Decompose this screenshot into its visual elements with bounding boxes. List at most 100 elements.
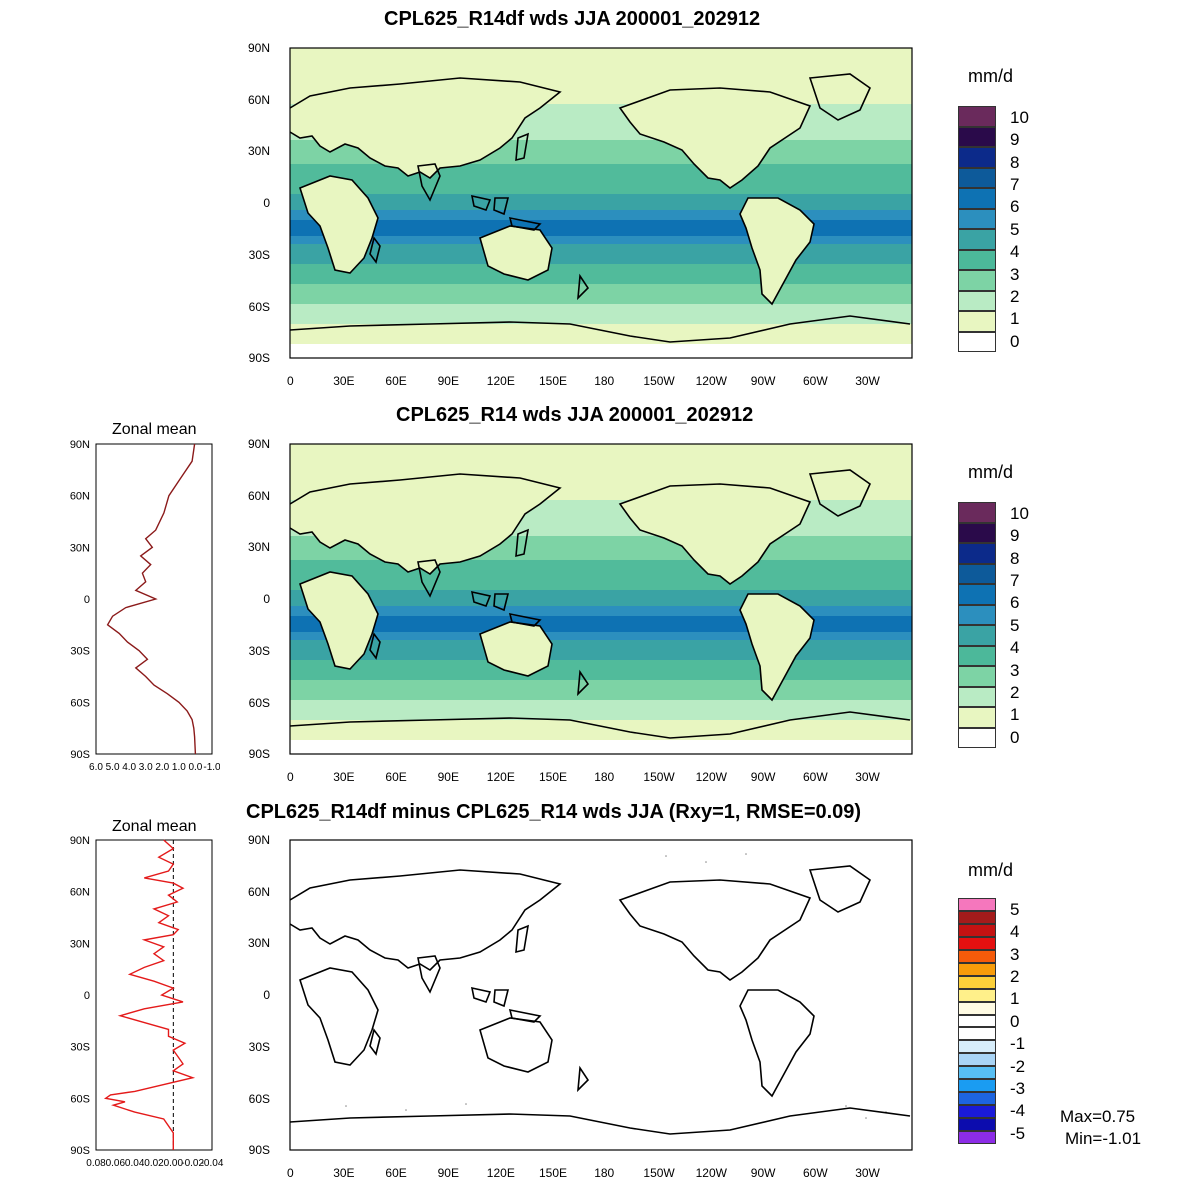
colorbar-label: 9 bbox=[1010, 130, 1020, 150]
zonal-x-label: 0.02 bbox=[144, 1158, 164, 1169]
lon-tick-label: 120E bbox=[486, 1166, 515, 1180]
lon-tick-label: 60W bbox=[803, 1166, 828, 1180]
lon-tick-label: 120E bbox=[486, 770, 515, 784]
lon-tick-label: 120W bbox=[695, 374, 727, 388]
map-panel-middle bbox=[289, 443, 913, 755]
panel2-units: mm/d bbox=[968, 462, 1013, 482]
lon-tick-label: 0 bbox=[287, 1166, 294, 1180]
zonal-series-line bbox=[103, 839, 196, 1150]
colorbar-label: 5 bbox=[1010, 219, 1020, 239]
lat-tick-label: 60S bbox=[248, 695, 270, 710]
colorbar-swatch bbox=[958, 167, 996, 188]
panel1-title: CPL625_R14df wds JJA 200001_202912 bbox=[384, 8, 761, 30]
zonal-frame bbox=[95, 839, 213, 1151]
colorbar-label: 3 bbox=[1010, 944, 1020, 964]
zonal-title-panel2: Zonal mean bbox=[112, 421, 197, 438]
lat-tick-label: 30N bbox=[247, 540, 270, 555]
colorbar-swatch bbox=[958, 1014, 996, 1028]
zonal-x-label: 0.08 bbox=[86, 1158, 106, 1169]
colorbar-swatch bbox=[958, 290, 996, 311]
colorbar-label: 10 bbox=[1010, 108, 1029, 127]
zonal-x-label: 5.0 bbox=[106, 762, 120, 773]
colorbar-swatch bbox=[958, 106, 996, 127]
lon-tick-label: 60W bbox=[803, 374, 828, 388]
colorbar-swatch bbox=[958, 1079, 996, 1093]
colorbar-label: 9 bbox=[1010, 526, 1020, 546]
colorbar-swatch bbox=[958, 502, 996, 523]
lat-tick-label: 90N bbox=[247, 41, 270, 55]
zonal-series-line bbox=[106, 443, 197, 755]
colorbar-label: 6 bbox=[1010, 593, 1020, 613]
colorbar-label: 7 bbox=[1010, 175, 1020, 195]
colorbar-label: -4 bbox=[1010, 1101, 1026, 1121]
colorbar-swatch bbox=[958, 625, 996, 646]
colorbar-swatch bbox=[958, 1066, 996, 1080]
colorbar-swatch bbox=[958, 584, 996, 605]
lat-tick-label: 90S bbox=[248, 351, 270, 366]
zonal-lat-label: 90S bbox=[70, 749, 90, 761]
colorbar-swatch bbox=[958, 522, 996, 543]
lon-tick-label: 0 bbox=[287, 374, 294, 388]
stats-max: Max=0.75 bbox=[1060, 1107, 1136, 1126]
colorbar-label: 5 bbox=[1010, 900, 1020, 919]
colorbar-swatch bbox=[958, 188, 996, 209]
colorbar-label: 2 bbox=[1010, 967, 1020, 987]
lon-tick-label: 90W bbox=[750, 1166, 776, 1180]
lat-tick-label: 60N bbox=[247, 92, 270, 107]
lat-tick-label: 60N bbox=[247, 884, 270, 899]
colorbar-label: -2 bbox=[1010, 1056, 1026, 1076]
zonal-x-label: -0.02 bbox=[181, 1158, 204, 1169]
colorbar-swatch bbox=[958, 331, 996, 352]
zonal-lat-label: 60S bbox=[70, 697, 90, 709]
zonal-x-label: 0.06 bbox=[106, 1158, 126, 1169]
panel1-units: mm/d bbox=[968, 66, 1013, 86]
colorbar-swatch bbox=[958, 208, 996, 229]
lat-tick-label: 90S bbox=[248, 1143, 270, 1158]
colorbar-swatch bbox=[958, 126, 996, 147]
map-panel-top bbox=[289, 47, 913, 359]
lon-tick-label: 30E bbox=[333, 374, 355, 388]
colorbar-swatch bbox=[958, 910, 996, 924]
colorbar-label: -1 bbox=[1010, 1034, 1026, 1054]
colorbar-label: 3 bbox=[1010, 264, 1020, 284]
lon-tick-label: 150E bbox=[539, 770, 568, 784]
lat-tick-label: 0 bbox=[263, 592, 270, 607]
lon-tick-label: 150E bbox=[539, 1166, 568, 1180]
zonal-lat-label: 30S bbox=[70, 1042, 90, 1054]
zonal-title-panel3: Zonal mean bbox=[112, 818, 197, 835]
colorbar-swatch bbox=[958, 949, 996, 963]
lat-tick-label: 90S bbox=[248, 747, 270, 762]
colorbar-label: 4 bbox=[1010, 242, 1020, 262]
colorbar-swatch bbox=[958, 686, 996, 707]
zonal-x-label: 0.04 bbox=[125, 1158, 145, 1169]
panel2-title: CPL625_R14 wds JJA 200001_202912 bbox=[396, 404, 754, 426]
lon-tick-label: 90W bbox=[750, 770, 776, 784]
colorbar-label: 1 bbox=[1010, 705, 1020, 725]
lon-tick-label: 90E bbox=[437, 770, 459, 784]
colorbar-swatch bbox=[958, 1040, 996, 1054]
lon-tick-label: 30W bbox=[855, 374, 880, 388]
zonal-lat-label: 90S bbox=[70, 1145, 90, 1157]
zonal-x-label: 2.0 bbox=[155, 762, 169, 773]
lat-tick-label: 0 bbox=[263, 988, 270, 1003]
lon-tick-label: 120E bbox=[486, 374, 515, 388]
lon-tick-label: 30W bbox=[855, 770, 880, 784]
colorbar-label: 10 bbox=[1010, 504, 1029, 523]
lon-tick-label: 90W bbox=[750, 374, 776, 388]
colorbar-label: 2 bbox=[1010, 286, 1020, 306]
zonal-x-label: -0.04 bbox=[201, 1158, 224, 1169]
lon-tick-label: 90E bbox=[437, 1166, 459, 1180]
colorbar-label: 4 bbox=[1010, 922, 1020, 942]
colorbar-label: -3 bbox=[1010, 1078, 1026, 1098]
colorbar-label: 1 bbox=[1010, 989, 1020, 1009]
zonal-lat-label: 30N bbox=[70, 542, 90, 554]
zonal-lat-label: 0 bbox=[84, 594, 90, 606]
lon-tick-label: 150W bbox=[643, 374, 675, 388]
colorbar-swatch bbox=[958, 962, 996, 976]
panel3-units: mm/d bbox=[968, 860, 1013, 880]
colorbar-label: 8 bbox=[1010, 548, 1020, 568]
lon-tick-label: 180 bbox=[594, 1166, 615, 1180]
colorbar-label: 4 bbox=[1010, 638, 1020, 658]
colorbar-swatch bbox=[958, 229, 996, 250]
